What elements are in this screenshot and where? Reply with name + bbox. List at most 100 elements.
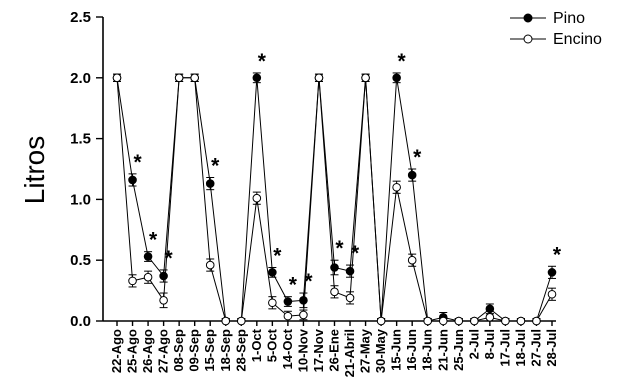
x-tick-label: 26-Ago [140,329,155,373]
legend-marker [523,34,533,44]
data-point-encino [252,193,262,203]
x-tick-label: 2-Jul [466,329,481,359]
data-point-encino [376,316,386,326]
data-point-encino [205,260,215,270]
significance-star: * [304,270,313,293]
data-point-encino [423,316,433,326]
data-point-encino [283,311,293,321]
data-point-pino [547,268,557,277]
y-tick-label: 2.5 [70,9,91,26]
x-tick-label: 21-Jun [435,329,450,371]
data-point-encino [143,272,153,282]
x-tick-label: 5-Oct [264,328,279,362]
data-point-encino [221,316,231,326]
data-point-encino [299,310,308,320]
data-point-pino [407,170,417,180]
legend-label: Encino [553,31,602,48]
x-tick-label: 16-Jun [404,329,419,371]
data-point-encino [314,73,324,83]
series-encino [112,73,557,326]
data-point-encino [454,316,464,326]
x-tick-label: 15-Sep [202,329,217,372]
x-tick-label: 1-Oct [249,328,264,362]
series-line-pino [116,77,553,322]
data-point-pino [283,297,293,306]
legend: Pino Encino [510,10,602,48]
y-tick-label: 1.0 [70,191,91,208]
x-tick-label: 18-Jul [513,329,528,367]
x-tick-label: 27-May [358,328,373,373]
data-point-encino [190,73,199,83]
x-tick-label: 28-Sep [233,329,248,372]
data-point-pino [143,252,153,261]
significance-star: * [351,242,360,265]
x-tick-label: 14-Oct [280,328,295,369]
data-point-pino [159,271,168,281]
data-point-encino [532,316,541,326]
data-point-pino [268,268,277,277]
x-tick-label: 30-May [373,328,388,373]
legend-label: Pino [553,10,585,27]
x-tick-label: 17-Jul [497,329,512,367]
data-point-pino [392,73,401,83]
data-point-encino [392,182,401,192]
legend-marker [523,13,533,23]
x-ticks: 22-Ago 25-Ago 26-Ago 27-Ago 08-Sep 09-Sep 15-S… [109,321,559,377]
x-tick-label: 15-Jun [389,329,404,371]
data-point-encino [501,316,510,326]
x-tick-label: 18-Jun [420,329,435,371]
x-tick-label: 25-Ago [125,329,140,373]
x-tick-label: 8-Jul [482,329,497,359]
data-point-encino [345,293,355,303]
data-point-encino [330,287,339,297]
x-tick-label: 22-Ago [109,329,124,373]
significance-star: * [149,229,158,252]
x-tick-label: 28-Jul [544,329,559,367]
data-point-encino [485,313,495,322]
y-ticks: 0.0 0.5 1.0 1.5 2.0 2.5 [70,9,103,330]
axes [102,17,556,322]
x-tick-label: 26-Ene [327,329,342,372]
series-line-encino [116,77,553,322]
series-group [112,72,557,326]
significance-star: * [273,244,282,267]
data-point-encino [438,316,448,326]
data-point-encino [159,296,168,305]
data-point-encino [268,298,277,308]
data-point-encino [547,289,557,299]
x-tick-label: 17-Nov [311,328,326,372]
significance-marks: * * * * * * * * * * * * * [133,50,561,297]
x-tick-label: 25-Jun [451,329,466,371]
data-point-encino [470,316,479,326]
data-point-pino [299,296,308,305]
data-point-encino [516,316,526,326]
data-point-encino [128,276,137,286]
y-tick-label: 1.5 [70,131,91,148]
significance-star: * [258,50,267,73]
x-tick-label: 08-Sep [171,329,186,372]
data-point-encino [174,73,184,83]
x-tick-label: 21-Abril [342,329,357,377]
x-tick-label: 10-Nov [295,328,310,372]
data-point-pino [330,263,339,272]
significance-star: * [289,274,298,297]
y-tick-label: 0.0 [70,313,91,330]
y-tick-label: 0.5 [70,252,91,269]
data-point-pino [252,73,262,83]
significance-star: * [413,146,422,169]
significance-star: * [133,151,142,174]
data-point-pino [205,179,215,188]
y-axis-label: Litros [19,136,50,204]
data-point-pino [485,304,495,314]
significance-star: * [165,247,174,270]
data-point-encino [361,73,370,83]
significance-star: * [335,237,344,260]
x-tick-label: 27-Jul [528,329,543,367]
significance-star: * [553,243,562,266]
data-point-encino [112,73,122,83]
data-point-pino [128,175,137,185]
x-tick-label: 27-Ago [156,329,171,373]
y-tick-label: 2.0 [70,70,91,87]
